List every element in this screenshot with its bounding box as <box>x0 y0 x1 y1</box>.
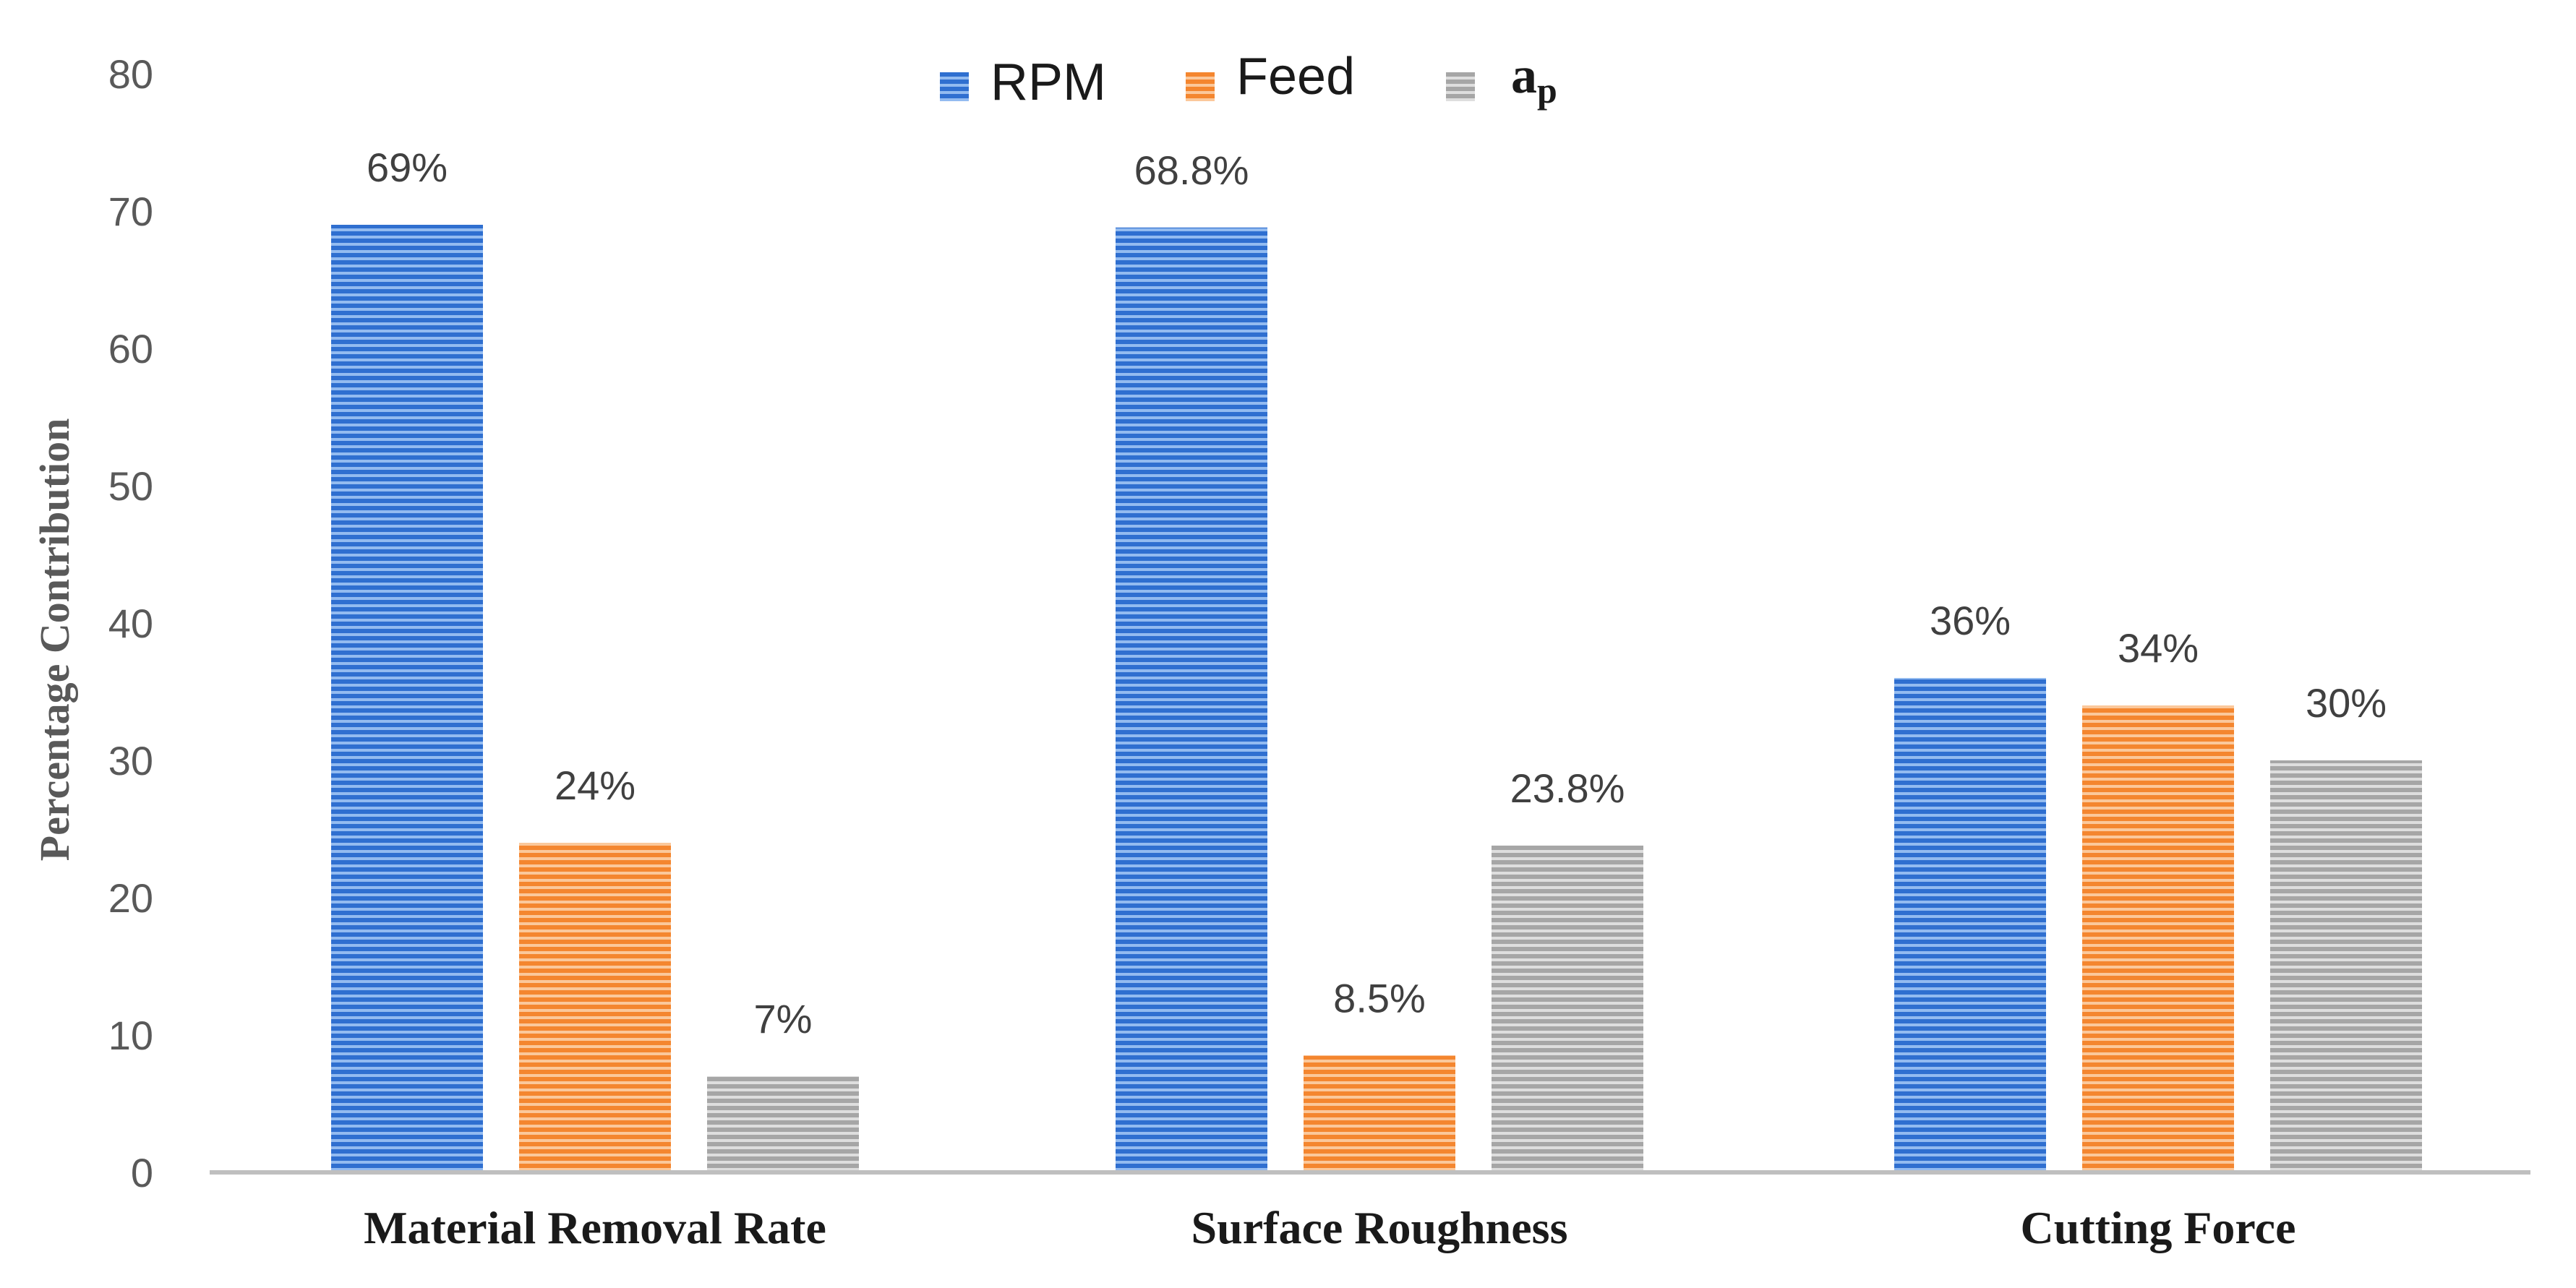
bar-surface-roughness-feed <box>1304 1055 1455 1172</box>
y-axis-title: Percentage Contribution <box>31 418 78 862</box>
y-axis-ticks: 0 10 20 30 40 50 60 70 80 <box>108 51 153 1195</box>
x-axis-category-labels: Material Removal Rate Surface Roughness Cu… <box>364 1202 2295 1253</box>
data-label-cutting-force-feed: 34% <box>2118 625 2199 671</box>
y-tick-label-70: 70 <box>108 189 153 234</box>
legend-item-rpm: RPM <box>940 53 1106 111</box>
y-tick-label-0: 0 <box>131 1150 153 1195</box>
x-category-label-surface-roughness: Surface Roughness <box>1191 1202 1568 1253</box>
legend-item-feed: Feed <box>1186 48 1355 106</box>
legend-label-feed: Feed <box>1236 48 1355 106</box>
data-label-surface-roughness-rpm: 68.8% <box>1134 147 1249 193</box>
legend-swatch-feed <box>1186 72 1215 101</box>
data-label-cutting-force-ap: 30% <box>2306 680 2387 726</box>
bar-cutting-force-rpm <box>1894 678 2046 1172</box>
y-tick-label-50: 50 <box>108 463 153 509</box>
data-label-material-removal-rate-feed: 24% <box>555 763 636 808</box>
y-tick-label-10: 10 <box>108 1013 153 1058</box>
legend-label-ap-base: a <box>1511 46 1537 104</box>
y-tick-label-20: 20 <box>108 875 153 921</box>
legend-label-ap-subscript: p <box>1537 70 1557 111</box>
legend-label-rpm: RPM <box>990 53 1106 111</box>
y-tick-label-60: 60 <box>108 326 153 372</box>
y-axis-title-group: Percentage Contribution <box>31 418 78 862</box>
data-label-cutting-force-rpm: 36% <box>1930 598 2011 643</box>
x-category-label-material-removal-rate: Material Removal Rate <box>364 1202 826 1253</box>
data-label-material-removal-rate-ap: 7% <box>754 996 813 1042</box>
x-category-label-cutting-force: Cutting Force <box>2021 1202 2296 1253</box>
bar-material-removal-rate-rpm <box>331 225 483 1172</box>
data-label-surface-roughness-feed: 8.5% <box>1333 976 1426 1021</box>
legend: RPM Feed ap <box>940 46 1557 111</box>
bar-cutting-force-ap <box>2270 760 2422 1172</box>
legend-label-ap: ap <box>1511 46 1557 111</box>
bar-surface-roughness-ap <box>1492 845 1643 1172</box>
bar-surface-roughness-rpm <box>1116 227 1267 1172</box>
legend-item-ap: ap <box>1446 46 1557 111</box>
y-tick-label-40: 40 <box>108 601 153 646</box>
data-labels: 69% 24% 7% 68.8% 8.5% 23.8% 36% 34% 30% <box>367 145 2387 1042</box>
data-label-surface-roughness-ap: 23.8% <box>1510 765 1625 811</box>
y-tick-label-30: 30 <box>108 738 153 783</box>
y-tick-label-80: 80 <box>108 51 153 97</box>
legend-swatch-ap <box>1446 72 1475 101</box>
legend-swatch-rpm <box>940 72 969 101</box>
data-label-material-removal-rate-rpm: 69% <box>367 145 448 190</box>
bar-cutting-force-feed <box>2082 705 2234 1172</box>
bars <box>331 225 2422 1172</box>
bar-material-removal-rate-ap <box>707 1076 859 1172</box>
bar-material-removal-rate-feed <box>519 843 671 1172</box>
